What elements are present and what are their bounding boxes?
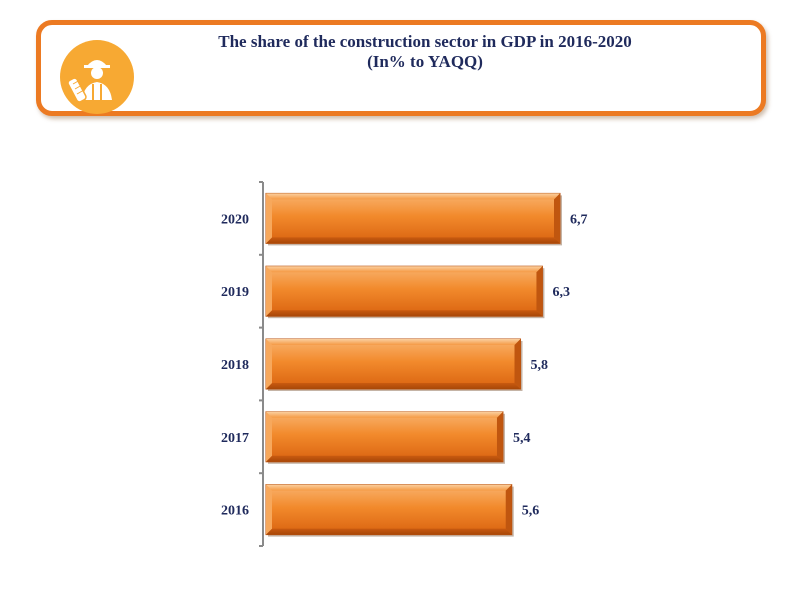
bar-2016 — [265, 484, 514, 537]
value-label-2016: 5,6 — [522, 504, 540, 519]
bar-bevel-top — [266, 411, 503, 418]
value-label-2019: 6,3 — [552, 285, 570, 300]
value-label-2020: 6,7 — [570, 212, 588, 227]
value-label-2017: 5,4 — [513, 431, 531, 446]
bar-bevel-right — [496, 411, 503, 462]
category-label-2017: 2017 — [221, 431, 249, 446]
chart-subtitle: (In% to YAQQ) — [367, 52, 483, 71]
bar-bevel-right — [554, 193, 560, 244]
category-label-2019: 2019 — [221, 285, 249, 300]
labels: 2020 6,7 2019 6,3 2018 5,8 2017 5,4 2016 5,6 — [221, 212, 588, 518]
bar-bevel-left — [266, 266, 272, 317]
bar-2018 — [265, 338, 523, 391]
bar-body — [265, 411, 504, 463]
category-label-2020: 2020 — [221, 212, 249, 227]
bar-body — [265, 484, 513, 536]
title-box — [36, 20, 766, 116]
chart-title-block: The share of the construction sector in … — [140, 32, 710, 72]
bar-bevel-left — [266, 484, 272, 535]
bar-body — [265, 338, 522, 390]
construction-worker-icon — [60, 40, 134, 114]
value-label-2018: 5,8 — [531, 358, 549, 373]
bar-bevel-right — [505, 484, 512, 535]
y-axis — [259, 181, 264, 547]
category-label-2016: 2016 — [221, 504, 249, 519]
chart-title: The share of the construction sector in … — [218, 32, 632, 51]
bar-bevel-bottom — [266, 383, 521, 389]
bar-2020 — [265, 192, 562, 246]
bar-bevel-top — [266, 484, 512, 491]
bar-bevel-bottom — [266, 455, 503, 462]
bar-body — [265, 265, 543, 317]
bar-bevel-right — [514, 339, 521, 389]
bar-bevel-right — [536, 266, 543, 317]
bar-2017 — [265, 411, 505, 464]
bar-bevel-bottom — [266, 237, 560, 244]
bars — [265, 192, 562, 537]
bar-bevel-left — [266, 339, 272, 389]
bar-bevel-top — [266, 266, 543, 273]
bar-bevel-top — [266, 193, 560, 200]
category-label-2018: 2018 — [221, 358, 249, 373]
bar-2019 — [265, 265, 545, 319]
bar-bevel-top — [266, 339, 521, 345]
bar-body — [265, 192, 561, 244]
bar-bevel-left — [266, 411, 272, 462]
bar-bevel-left — [266, 193, 272, 244]
bar-bevel-bottom — [266, 310, 543, 317]
bar-bevel-bottom — [266, 528, 512, 535]
